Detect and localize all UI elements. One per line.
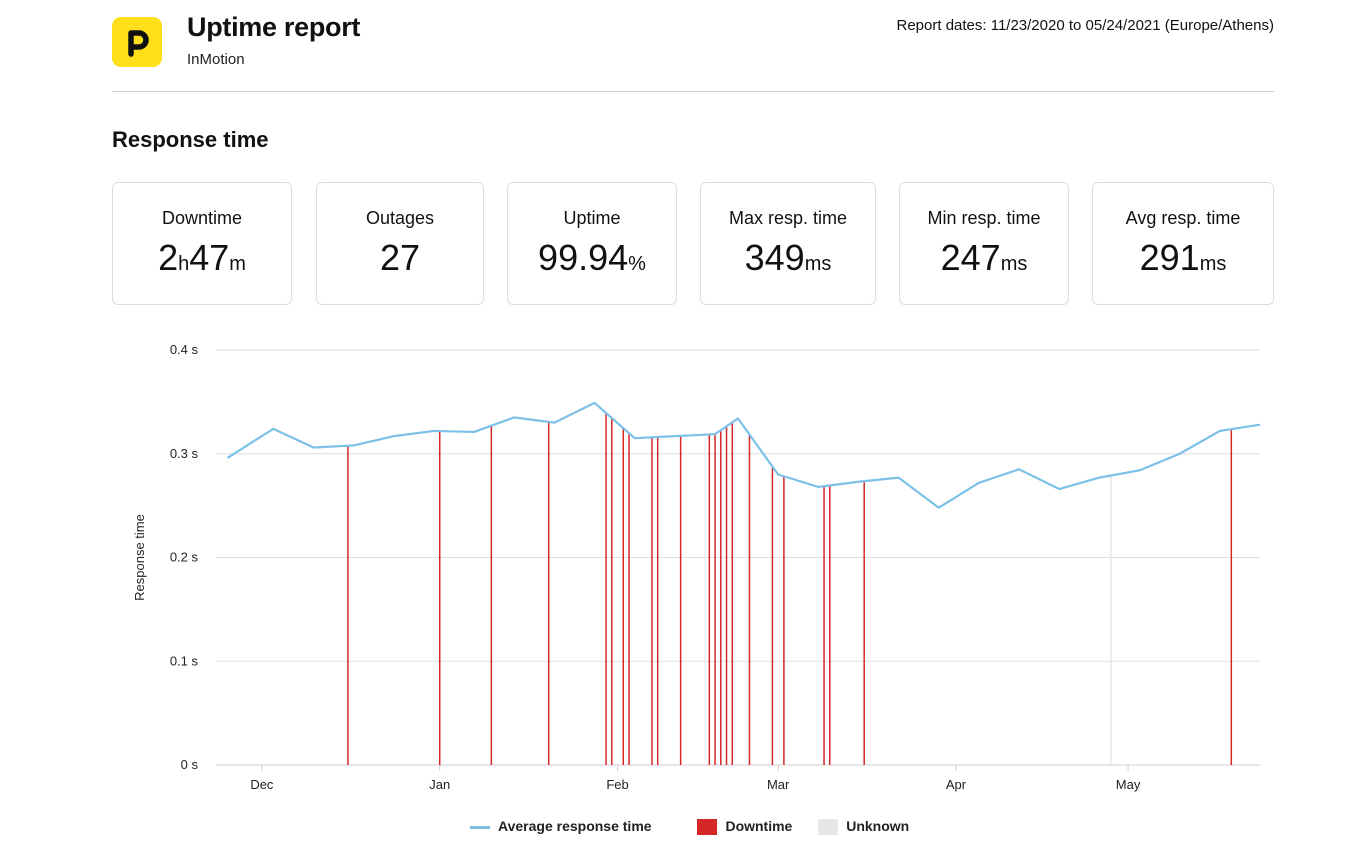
stat-card-min-resp-time: Min resp. time 247ms (899, 182, 1069, 305)
legend-item-unknown[interactable]: Unknown (818, 818, 909, 836)
stat-value: 2h47m (158, 237, 246, 278)
y-axis-label: Response time (132, 514, 147, 601)
report-title: Uptime report (187, 12, 361, 42)
stat-label: Outages (365, 208, 435, 228)
stat-card-uptime: Uptime 99.94% (507, 182, 677, 305)
x-tick-label: Jan (429, 777, 450, 792)
stat-card-max-resp-time: Max resp. time 349ms (700, 182, 876, 305)
p-letter-logo-icon (112, 17, 162, 67)
y-tick-label: 0.1 s (170, 653, 199, 668)
x-tick-label: May (1116, 777, 1141, 792)
average-response-line (226, 401, 1261, 509)
downtime-swatch-icon (697, 819, 718, 836)
stat-card-outages: Outages 27 (316, 182, 484, 305)
stat-value: 291ms (1139, 237, 1227, 278)
section-title: Response time (112, 127, 269, 152)
stat-label: Max resp. time (728, 208, 848, 228)
stat-label: Uptime (563, 208, 621, 228)
x-tick-label: Dec (250, 777, 274, 792)
monitor-name: InMotion (187, 51, 245, 68)
stat-value: 99.94% (538, 237, 646, 278)
stat-value: 247ms (940, 237, 1028, 278)
stat-label: Min resp. time (927, 208, 1041, 228)
legend-item-downtime[interactable]: Downtime (697, 818, 796, 836)
y-tick-label: 0.4 s (170, 342, 199, 357)
stat-card-downtime: Downtime 2h47m (112, 182, 292, 305)
y-tick-label: 0.3 s (170, 446, 199, 461)
line-swatch-icon (470, 825, 490, 829)
stat-card-avg-resp-time: Avg resp. time 291ms (1092, 182, 1274, 305)
y-tick-label: 0.2 s (170, 550, 199, 565)
header-divider (112, 91, 1274, 92)
x-tick-label: Apr (946, 777, 967, 792)
stat-value: 27 (379, 237, 421, 278)
unknown-swatch-icon (818, 819, 839, 836)
legend-item-average[interactable]: Average response time (470, 818, 655, 834)
report-dates: Report dates: 11/23/2020 to 05/24/2021 (… (896, 17, 1275, 34)
stat-label: Downtime (161, 208, 243, 228)
stat-value: 349ms (744, 237, 832, 278)
x-tick-label: Mar (767, 777, 790, 792)
y-tick-label: 0 s (181, 757, 199, 772)
x-tick-label: Feb (606, 777, 628, 792)
chart-legend: Average response time Downtime Unknown (470, 818, 909, 836)
stat-label: Avg resp. time (1125, 208, 1241, 228)
